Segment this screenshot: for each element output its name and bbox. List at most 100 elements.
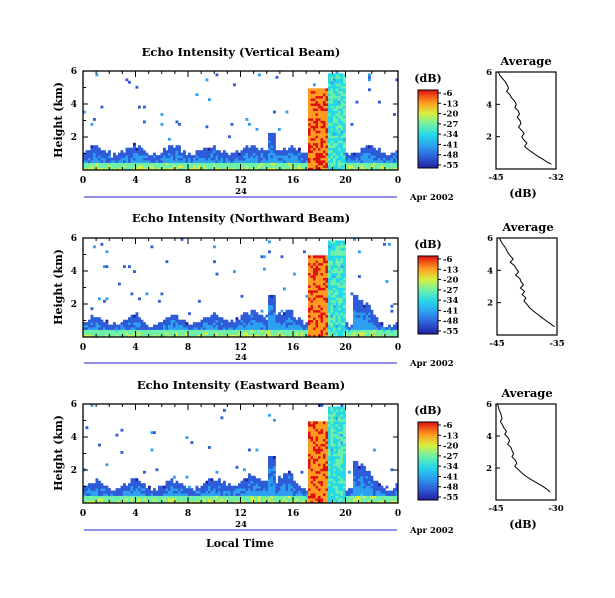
heat-cell	[268, 132, 271, 136]
heat-cell	[313, 118, 316, 121]
heat-cell	[140, 488, 144, 491]
heat-cell	[240, 322, 244, 325]
heat-cell	[343, 408, 346, 412]
heat-cell	[363, 312, 366, 316]
heat-cell	[353, 302, 356, 306]
heat-cell	[258, 317, 261, 321]
heat-cell	[275, 332, 279, 335]
heat-cell	[208, 490, 211, 494]
heat-cell	[393, 157, 396, 161]
heat-cell	[368, 314, 371, 318]
heat-cell	[95, 152, 99, 156]
heat-cell	[118, 282, 121, 286]
heat-cell	[363, 465, 366, 469]
heat-cell	[368, 317, 371, 321]
heat-cell	[328, 85, 331, 89]
heat-cell	[120, 490, 124, 494]
heat-cell	[290, 329, 294, 333]
heat-cell	[230, 122, 234, 126]
heat-cell	[333, 289, 336, 293]
heat-cell	[90, 334, 94, 338]
heat-cell	[268, 150, 271, 154]
heat-cell	[375, 327, 379, 330]
heat-cell	[310, 127, 314, 131]
heat-cell	[125, 167, 129, 171]
heat-cell	[328, 247, 331, 251]
heat-cell	[368, 167, 371, 171]
heat-cell	[353, 314, 356, 318]
heat-cell	[135, 85, 139, 89]
heat-cell	[238, 495, 241, 499]
heat-cell	[95, 147, 99, 151]
heat-cell	[320, 327, 324, 330]
heat-cell	[378, 322, 381, 325]
heat-cell	[93, 165, 96, 168]
heat-cell	[315, 280, 319, 283]
heat-cell	[380, 322, 384, 325]
heat-cell	[333, 125, 336, 129]
heat-cell	[343, 277, 346, 281]
heat-cell	[388, 242, 391, 246]
heat-cell	[313, 267, 316, 271]
heat-cell	[325, 165, 329, 168]
heat-cell	[330, 142, 334, 146]
heat-cell	[188, 500, 191, 504]
heat-cell	[223, 485, 226, 489]
heat-cell	[168, 147, 171, 151]
heat-cell	[335, 140, 339, 144]
heat-cell	[205, 322, 209, 325]
heat-cell	[170, 147, 174, 151]
colorbar-tick-label: -55	[443, 327, 458, 337]
heat-cell	[165, 332, 169, 335]
heat-cell	[240, 480, 244, 484]
heat-cell	[328, 78, 331, 82]
heat-cell	[115, 498, 119, 501]
heat-cell	[335, 115, 339, 119]
heat-cell	[323, 167, 326, 171]
heat-cell	[365, 498, 369, 501]
heat-cell	[333, 140, 336, 144]
heat-cell	[220, 498, 224, 501]
heat-cell	[355, 302, 359, 306]
heat-cell	[200, 157, 204, 161]
heat-cell	[340, 247, 344, 251]
heat-cell	[83, 498, 86, 501]
colorbar-tick-label: -13	[443, 431, 458, 441]
heat-cell	[315, 493, 319, 496]
heat-cell	[240, 317, 244, 321]
heat-cell	[323, 125, 326, 129]
heat-cell	[315, 304, 319, 308]
heat-cell	[330, 130, 334, 134]
heat-cell	[163, 167, 166, 171]
heat-cell	[350, 498, 354, 501]
heat-cell	[230, 334, 234, 338]
heat-cell	[283, 155, 286, 158]
heat-cell	[335, 428, 339, 432]
heat-cell	[303, 490, 306, 494]
heat-cell	[183, 322, 186, 325]
heat-cell	[180, 319, 184, 323]
heat-cell	[320, 475, 324, 479]
heat-cell	[220, 483, 224, 487]
heat-cell	[175, 319, 179, 323]
heat-cell	[318, 304, 321, 308]
heat-cell	[340, 307, 344, 311]
heat-cell	[105, 152, 109, 156]
heat-cell	[325, 155, 329, 158]
heat-cell	[343, 438, 346, 442]
heat-cell	[335, 455, 339, 459]
heat-cell	[263, 324, 266, 328]
heat-cell	[150, 327, 154, 330]
heat-cell	[138, 500, 141, 504]
heat-cell	[183, 485, 186, 489]
heat-cell	[230, 160, 234, 163]
heat-cell	[140, 485, 144, 489]
heat-cell	[330, 98, 334, 102]
heat-cell	[300, 500, 304, 504]
heat-cell	[205, 327, 209, 330]
heat-cell	[220, 324, 224, 328]
heat-cell	[355, 470, 359, 474]
heat-cell	[395, 155, 399, 158]
heat-cell	[195, 150, 199, 154]
heat-cell	[365, 324, 369, 328]
